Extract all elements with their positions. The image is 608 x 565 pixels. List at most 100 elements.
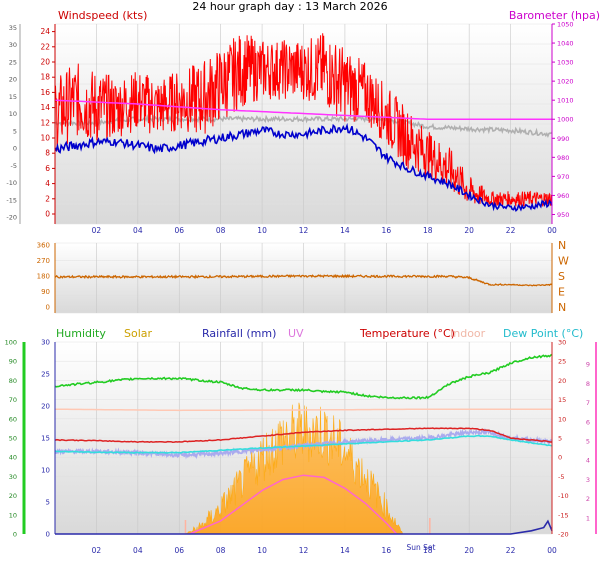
direction-tick-label: 0 [46, 304, 50, 312]
barometer-tick-label: 970 [557, 173, 569, 181]
outer-tick-label: 10 [9, 110, 17, 118]
x-tick-label: 14 [340, 226, 350, 235]
barometer-tick-label: 980 [557, 154, 569, 162]
temperature-tick-label: -20 [558, 531, 569, 539]
humidity-axis-label: Humidity [56, 327, 106, 340]
rainfall-line [55, 519, 553, 535]
barometer-tick-label: 1000 [557, 116, 574, 124]
environment-panel: Humidity Solar Rainfall (mm) UV Temperat… [5, 327, 597, 555]
humidity-tick-label: 10 [9, 511, 17, 519]
sunset-label: Sun Set [407, 543, 436, 552]
direction-tick-label: 90 [41, 288, 50, 296]
outer-tick-label: 30 [9, 41, 17, 49]
indoor-label: Indoor [450, 327, 486, 340]
temperature-tick-label: 20 [558, 377, 566, 385]
solar-rain-tick-label: 30 [41, 339, 50, 347]
uv-tick-label: 3 [586, 476, 590, 484]
solar-rain-tick-label: 20 [41, 403, 50, 411]
temperature-tick-label: 25 [558, 358, 566, 366]
solar-rain-tick-label: 15 [41, 435, 50, 443]
windspeed-tick-label: 24 [40, 27, 50, 36]
barometer-tick-label: 950 [557, 211, 569, 219]
windspeed-axis-label: Windspeed (kts) [58, 9, 147, 22]
x-tick-label: 04 [133, 546, 143, 555]
wind-average-line [54, 122, 553, 213]
humidity-line [54, 353, 553, 400]
temperature-tick-label: -5 [558, 473, 564, 481]
x-tick-label: 12 [299, 226, 309, 235]
x-tick-label: 08 [216, 546, 226, 555]
humidity-tick-label: 80 [9, 377, 17, 385]
x-tick-label: 20 [464, 546, 474, 555]
outer-tick-label: -10 [6, 179, 17, 187]
x-tick-label: 04 [133, 226, 143, 235]
indoor-temperature-line [55, 408, 552, 412]
x-tick-label: 22 [506, 546, 516, 555]
x-tick-label: 00 [547, 226, 557, 235]
uv-tick-label: 9 [586, 361, 590, 369]
solar-radiation-area [185, 402, 404, 535]
windspeed-tick-label: 20 [40, 58, 50, 67]
compass-tick-label: W [558, 255, 569, 268]
outer-tick-label: -5 [11, 162, 17, 170]
rainfall-label: Rainfall (mm) [202, 327, 276, 340]
barometer-tick-label: 1020 [557, 78, 574, 86]
x-tick-label: 00 [547, 546, 557, 555]
x-tick-label: 18 [423, 226, 433, 235]
solar-rain-tick-label: 25 [41, 371, 50, 379]
temperature-tick-label: -10 [558, 492, 569, 500]
windspeed-tick-label: 0 [45, 210, 50, 219]
compass-tick-label: S [558, 270, 565, 283]
humidity-tick-label: 0 [13, 531, 17, 539]
temperature-line [54, 427, 552, 443]
windspeed-tick-label: 22 [40, 42, 50, 51]
temperature-tick-label: -15 [558, 511, 569, 519]
windspeed-tick-label: 2 [45, 194, 50, 203]
uv-tick-label: 6 [586, 418, 590, 426]
direction-tick-label: 270 [37, 257, 50, 265]
dew-point-line [54, 434, 553, 454]
outer-tick-label: 25 [9, 58, 17, 66]
x-tick-label: 18 [423, 546, 433, 555]
x-tick-label: 02 [92, 546, 102, 555]
direction-tick-label: 360 [37, 242, 50, 250]
x-tick-label: 10 [257, 546, 267, 555]
temperature-tick-label: 10 [558, 415, 566, 423]
x-tick-label: 06 [174, 546, 184, 555]
x-tick-label: 16 [382, 226, 392, 235]
feels-like-line [54, 428, 553, 460]
barometer-tick-label: 990 [557, 135, 569, 143]
x-tick-label: 10 [257, 226, 267, 235]
barometer-line [54, 99, 552, 120]
humidity-tick-label: 30 [9, 473, 17, 481]
direction-tick-label: 180 [37, 273, 50, 281]
windspeed-tick-label: 4 [45, 179, 50, 188]
humidity-tick-label: 20 [9, 492, 17, 500]
x-tick-label: 02 [92, 226, 102, 235]
uv-tick-label: 1 [586, 514, 590, 522]
barometer-axis-label: Barometer (hpa) [509, 9, 600, 22]
windspeed-tick-label: 14 [40, 103, 50, 112]
outer-tick-label: 15 [9, 93, 17, 101]
windspeed-tick-label: 18 [40, 73, 50, 82]
compass-tick-label: N [558, 301, 566, 314]
solar-rain-tick-label: 0 [46, 531, 50, 539]
outer-tick-label: 20 [9, 76, 17, 84]
solar-label: Solar [124, 327, 153, 340]
chart-title: 24 hour graph day : 13 March 2026 [192, 0, 387, 13]
temperature-tick-label: 30 [558, 339, 566, 347]
windspeed-tick-label: 6 [45, 164, 50, 173]
dewpoint-label: Dew Point (°C) [503, 327, 583, 340]
wind-panel: Windspeed (kts) Barometer (hpa) 02 04 06 08… [6, 9, 600, 235]
humidity-tick-label: 100 [5, 339, 17, 347]
windspeed-tick-label: 16 [40, 88, 50, 97]
compass-tick-label: E [558, 286, 565, 299]
x-tick-label: 06 [174, 226, 184, 235]
barometer-tick-label: 1050 [557, 21, 574, 29]
solar-rain-tick-label: 10 [41, 467, 50, 475]
humidity-tick-label: 90 [9, 358, 17, 366]
temperature-tick-label: 15 [558, 396, 566, 404]
